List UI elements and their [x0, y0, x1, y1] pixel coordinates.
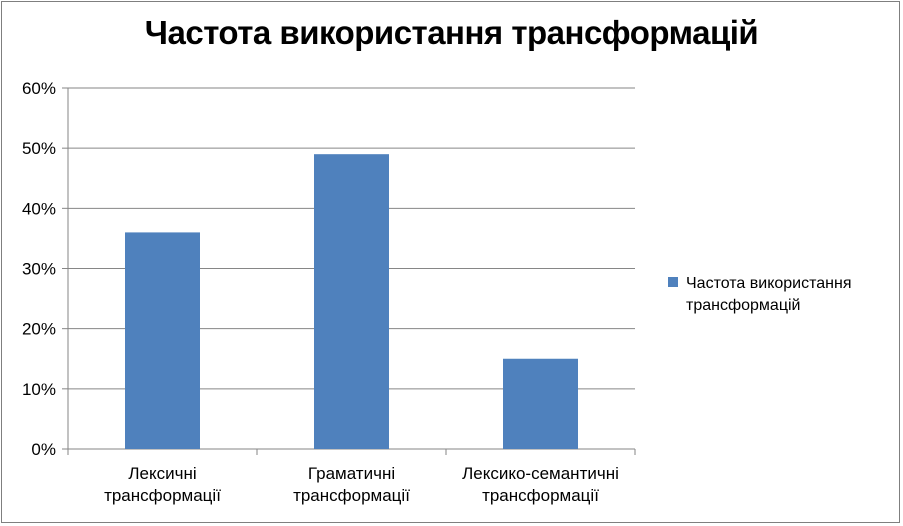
y-tick-label: 10% [22, 380, 56, 399]
bar [503, 358, 578, 449]
y-tick-label: 40% [22, 199, 56, 218]
legend-label: Частота використання [686, 275, 851, 292]
bar [314, 154, 389, 449]
y-tick-label: 0% [31, 440, 56, 459]
y-tick-label: 60% [22, 79, 56, 98]
y-tick-label: 50% [22, 139, 56, 158]
x-category-label: трансформації [104, 486, 221, 505]
x-category-label: трансформації [482, 486, 599, 505]
y-tick-label: 30% [22, 260, 56, 279]
y-tick-label: 20% [22, 320, 56, 339]
legend-swatch [668, 277, 678, 287]
x-category-label: Граматичні [308, 464, 395, 483]
x-category-label: трансформації [293, 486, 410, 505]
legend-label: трансформацій [686, 297, 800, 314]
bar [125, 232, 200, 449]
x-category-label: Лексичні [128, 464, 196, 483]
x-category-label: Лексико-семантичні [462, 464, 619, 483]
chart-title: Частота використання трансформацій [144, 14, 759, 51]
